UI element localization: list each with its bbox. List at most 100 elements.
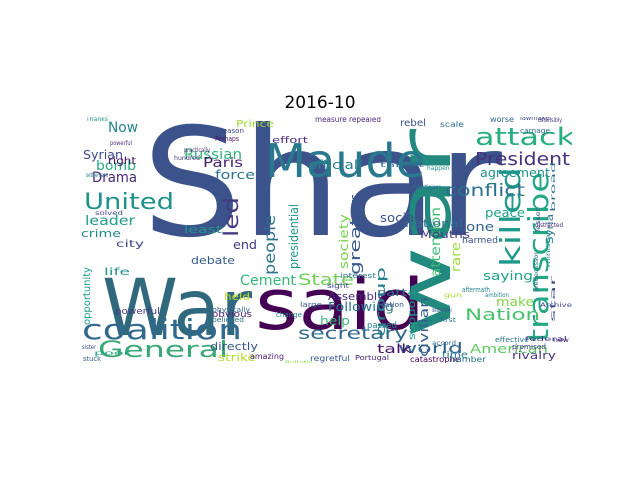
cloud-word: ostensibly [538,117,562,124]
cloud-word: reason [220,127,244,135]
cloud-word: Nation [465,305,540,324]
cloud-word: secretary [298,324,408,344]
cloud-word: Russian [184,147,242,163]
cloud-word: believed [212,316,244,324]
cloud-word: Drama [92,170,137,186]
cloud-word: aftermath [462,286,490,294]
cloud-word: Archive [540,302,572,309]
cloud-word: Maude [265,134,425,188]
cloud-word: life [104,267,130,278]
cloud-word: regretful [310,354,350,363]
cloud-word: greater [348,195,364,275]
cloud-word: effort [272,136,309,146]
cloud-word: presidential [287,204,301,269]
cloud-word: sight [327,282,349,290]
cloud-word: powerful [115,307,160,317]
cloud-word: American [470,342,548,356]
cloud-word: said [255,264,425,346]
cloud-word: carnage [520,127,550,135]
cloud-word: Following [328,300,394,314]
cloud-word: powerful [110,140,132,147]
cloud-word: transcribe [522,172,555,342]
cloud-word: amazing [250,352,284,361]
cloud-word: led [219,197,243,237]
cloud-word: obvious [212,310,252,320]
cloud-word: sister [82,344,96,351]
cloud-word: number [450,355,487,363]
cloud-word: federal [525,336,568,343]
cloud-word: new [553,337,569,344]
cloud-word: part [377,286,408,299]
cloud-word: killed [494,167,527,267]
cloud-word: minister [545,230,552,267]
cloud-word: promised [512,343,546,351]
cloud-word: Portugal [355,354,389,362]
cloud-word: broad [550,161,557,212]
cloud-word: Syria [545,214,556,244]
chart-title: 2016-10 [284,93,356,113]
cloud-word: official [308,158,358,172]
cloud-word: happen [427,165,450,172]
cloud-word: peace [485,206,525,220]
cloud-word: make [496,295,534,309]
cloud-word: harmed [462,236,498,246]
cloud-word: large [300,301,322,309]
cloud-word: talk [377,342,412,356]
cloud-word: society [337,214,351,269]
cloud-word: world [398,341,463,357]
cloud-word: debate [191,254,235,267]
cloud-word: strike [218,351,256,363]
cloud-word: war [383,128,467,339]
cloud-word: settlement [86,172,108,179]
cloud-word: measure repealed [315,117,381,124]
cloud-word: President [475,149,570,170]
cloud-word: Paris [203,156,243,171]
cloud-word: gun [444,292,462,299]
cloud-word: attack [475,123,572,151]
cloud-word: national [405,217,463,230]
cloud-word: poor [94,350,131,357]
cloud-word: star [550,274,557,322]
cloud-word: nation [380,301,404,309]
cloud-word: rare [449,242,463,272]
cloud-word: General [98,338,228,363]
cloud-word: Palestinians [413,184,441,191]
cloud-word: Mouths [420,228,470,241]
cloud-word: conflict [445,181,525,201]
cloud-word: civilian [417,297,431,357]
cloud-word: group [374,267,388,337]
cloud-word: leader [85,214,136,229]
cloud-word: Thanks [85,117,108,123]
word-cloud: Shar War said war Maude coalition General trans… [80,117,572,363]
cloud-word: thrust [380,162,426,169]
cloud-word: Shar [142,117,502,271]
cloud-word: coalition [82,313,242,346]
cloud-word: help [320,314,350,328]
cloud-word: time [442,350,468,361]
cloud-word: passed [367,321,397,331]
cloud-word: interest [340,272,376,280]
cloud-word: change [276,311,302,319]
cloud-word: War [102,264,253,354]
cloud-word: opportunity [82,267,93,325]
cloud-word: city [116,239,144,250]
cloud-word: hundred [174,155,200,162]
cloud-word: social [380,211,418,225]
cloud-word: solved [95,210,123,217]
cloud-word: Syrian [83,148,123,162]
cloud-word: agreement [480,166,550,180]
cloud-word: lawmaker [520,117,552,122]
cloud-word: Bulletin [285,360,313,363]
cloud-word: bomb [96,159,136,174]
cloud-word: effective [495,336,529,344]
cloud-word: end [233,238,257,252]
cloud-word: rebel [400,118,426,129]
cloud-word: State [298,270,354,289]
cloud-word: crime [81,227,121,240]
cloud-word: attention [429,207,444,277]
cloud-word: physically [212,306,250,314]
cloud-word: lesser [535,207,542,232]
cloud-word: one [466,220,494,234]
cloud-word: distracted [535,222,563,229]
